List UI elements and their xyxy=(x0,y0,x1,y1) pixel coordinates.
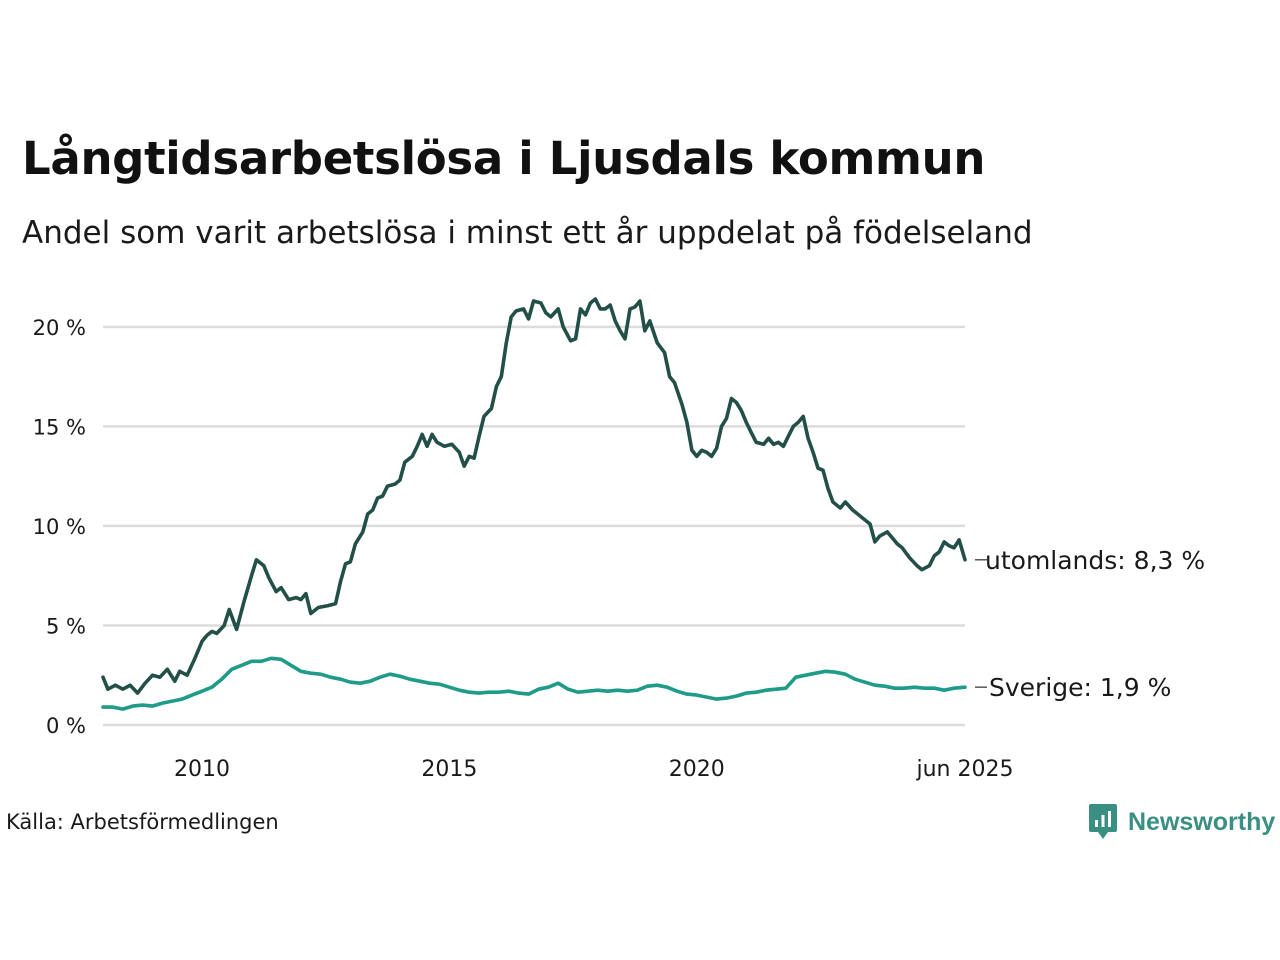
brand-logo: Newsworthy xyxy=(1088,803,1275,841)
x-tick-label: jun 2025 xyxy=(916,757,1014,782)
series-line-utomlands xyxy=(101,297,967,695)
chart-subtitle: Andel som varit arbetslösa i minst ett å… xyxy=(22,215,1033,251)
x-tick-label: 2010 xyxy=(174,757,230,782)
x-tick-label: 2020 xyxy=(669,757,725,782)
chart-title: Långtidsarbetslösa i Ljusdals kommun xyxy=(22,132,986,185)
series-line-sverige xyxy=(101,656,967,711)
x-tick-label: 2015 xyxy=(421,757,477,782)
y-tick-label: 0 % xyxy=(46,714,86,738)
y-axis-ticks: 0 % 5 % 10 % 15 % 20 % xyxy=(33,316,86,738)
series-lines xyxy=(101,297,967,711)
y-tick-label: 5 % xyxy=(46,614,86,638)
newsworthy-logo-icon xyxy=(1089,804,1117,839)
y-tick-label: 15 % xyxy=(33,415,86,439)
brand-name: Newsworthy xyxy=(1128,807,1276,836)
x-axis-ticks: 2010 2015 2020 jun 2025 xyxy=(174,757,1014,782)
y-tick-label: 10 % xyxy=(33,515,86,539)
y-tick-label: 20 % xyxy=(33,316,86,340)
end-label-utomlands: utomlands: 8,3 % xyxy=(985,546,1205,575)
end-label-sverige: Sverige: 1,9 % xyxy=(989,673,1171,702)
grid-lines xyxy=(103,325,965,727)
source-note: Källa: Arbetsförmedlingen xyxy=(6,810,279,834)
series-end-labels: utomlands: 8,3 % Sverige: 1,9 % xyxy=(975,546,1205,702)
